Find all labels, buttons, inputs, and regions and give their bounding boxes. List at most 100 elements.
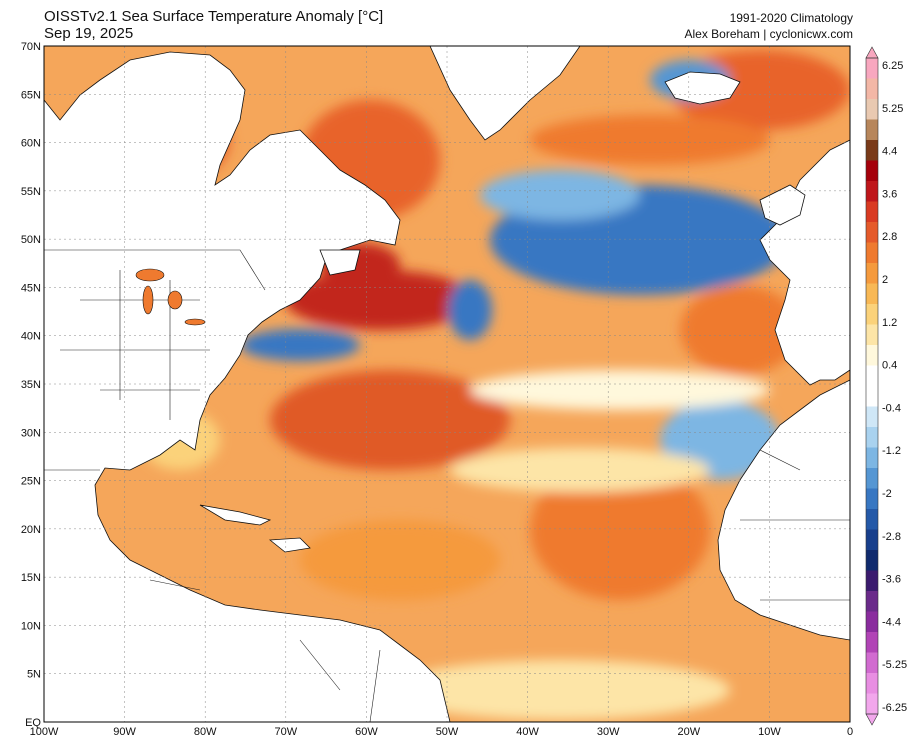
lat-label: 40N bbox=[21, 331, 41, 343]
colorbar-segment bbox=[866, 488, 878, 510]
anomaly-field bbox=[44, 46, 850, 722]
colorbar-label: 2 bbox=[882, 274, 888, 286]
longitude-labels: 100W 90W 80W 70W 60W 50W 40W 30W 20W 10W 0 bbox=[30, 726, 853, 738]
lat-label: 60N bbox=[21, 138, 41, 150]
colorbar-segment bbox=[866, 119, 878, 141]
neutral-band-azores bbox=[470, 370, 770, 410]
europe-landmass bbox=[759, 46, 850, 386]
colorbar-segment bbox=[866, 58, 878, 79]
british-isles bbox=[759, 184, 806, 226]
warm-blob-iberia bbox=[680, 285, 800, 375]
warm-blob-iceland-south bbox=[530, 115, 770, 165]
cool-blob-grand-banks bbox=[448, 280, 492, 340]
colorbar-label: -6.25 bbox=[882, 702, 907, 714]
land-masses bbox=[44, 46, 850, 722]
africa-landmass bbox=[717, 379, 850, 641]
colorbar-label: -3.6 bbox=[882, 574, 901, 586]
lon-label: 10W bbox=[758, 726, 781, 738]
political-borders bbox=[44, 249, 850, 722]
colorbar-label: 2.8 bbox=[882, 231, 897, 243]
mexico-borders bbox=[44, 469, 201, 591]
lat-label: 65N bbox=[21, 89, 41, 101]
latitude-labels: 70N 65N 60N 55N 50N 45N 40N 35N 30N 25N 20N 15N 10N 5… bbox=[21, 41, 42, 729]
colorbar-segment bbox=[866, 652, 878, 674]
colorbar-segment bbox=[866, 345, 878, 366]
colorbar-label: -5.25 bbox=[882, 659, 907, 671]
cool-blob-us-coast bbox=[240, 329, 360, 361]
colorbar-label: -2 bbox=[882, 488, 892, 500]
colorbar-segment bbox=[866, 447, 878, 469]
colorbar-frame bbox=[865, 57, 879, 715]
colorbar-segment bbox=[866, 427, 878, 448]
colorbar-label: -0.4 bbox=[882, 402, 901, 414]
colorbar-label: 4.4 bbox=[882, 146, 897, 158]
colorbar bbox=[865, 46, 879, 726]
lat-label: 45N bbox=[21, 282, 41, 294]
lon-label: 100W bbox=[30, 726, 59, 738]
colorbar-label: -2.8 bbox=[882, 531, 901, 543]
colorbar-segment bbox=[866, 324, 878, 346]
colorbar-label: 0.4 bbox=[882, 360, 897, 372]
cuba bbox=[199, 504, 272, 526]
colorbar-segment bbox=[866, 632, 878, 653]
colorbar-segment bbox=[866, 160, 878, 182]
colorbar-segment bbox=[866, 242, 878, 264]
hispaniola bbox=[268, 537, 311, 553]
warm-blob-caribbean-east bbox=[300, 520, 500, 600]
map-title: OISSTv2.1 Sea Surface Temperature Anomal… bbox=[44, 8, 383, 42]
colorbar-segment bbox=[866, 222, 878, 243]
colorbar-segment bbox=[866, 591, 878, 612]
colorbar-segment bbox=[866, 304, 878, 325]
neutral-band-subtropics bbox=[450, 448, 710, 492]
americas-landmass bbox=[44, 46, 451, 722]
colorbar-segment bbox=[866, 468, 878, 489]
colorbar-segment bbox=[866, 78, 878, 100]
lat-label: 55N bbox=[21, 186, 41, 198]
lake-huron bbox=[167, 290, 183, 310]
south-america-borders bbox=[299, 639, 381, 722]
lon-label: 50W bbox=[436, 726, 459, 738]
iceland bbox=[664, 71, 741, 105]
colorbar-segment bbox=[866, 263, 878, 284]
colorbar-segment bbox=[866, 140, 878, 161]
colorbar-segment bbox=[866, 611, 878, 633]
colorbar-segment bbox=[866, 181, 878, 202]
warm-blob-nw-atlantic bbox=[285, 270, 475, 330]
colorbar-labels: 6.25 5.25 4.4 3.6 2.8 2 1.2 0.4 -0.4 -1.2 -2 -2.8 -3… bbox=[882, 60, 907, 714]
colorbar-label: -1.2 bbox=[882, 445, 901, 457]
lat-label: 35N bbox=[21, 379, 41, 391]
colorbar-segment bbox=[866, 365, 878, 387]
colorbar-segment bbox=[866, 406, 878, 428]
lake-erie bbox=[184, 318, 206, 326]
credit-climatology: 1991-2020 Climatology bbox=[729, 11, 853, 25]
greenland bbox=[429, 46, 581, 141]
lake-michigan bbox=[142, 285, 154, 315]
lake-superior bbox=[135, 268, 165, 282]
colorbar-segment bbox=[866, 509, 878, 530]
lon-label: 0 bbox=[847, 726, 853, 738]
newfoundland bbox=[319, 249, 361, 276]
warm-blob-sargasso bbox=[270, 370, 510, 470]
colorbar-label: 5.25 bbox=[882, 103, 903, 115]
lat-label: 50N bbox=[21, 234, 41, 246]
lat-label: 10N bbox=[21, 620, 41, 632]
lon-label: 70W bbox=[274, 726, 297, 738]
colorbar-segment bbox=[866, 99, 878, 120]
map-credit: 1991-2020 Climatology Alex Boreham | cyc… bbox=[684, 10, 853, 42]
lat-label: 5N bbox=[27, 669, 41, 681]
title-date: Sep 19, 2025 bbox=[44, 25, 134, 42]
lon-label: 20W bbox=[677, 726, 700, 738]
colorbar-segment bbox=[866, 550, 878, 571]
colorbar-min-arrow bbox=[865, 713, 879, 726]
title-line-1: OISSTv2.1 Sea Surface Temperature Anomal… bbox=[44, 8, 384, 25]
lon-label: 60W bbox=[355, 726, 378, 738]
credit-author: Alex Boreham | cyclonicwx.com bbox=[684, 27, 853, 41]
lat-label: EQ bbox=[25, 717, 41, 729]
colorbar-segment bbox=[866, 201, 878, 223]
great-lakes bbox=[135, 268, 206, 326]
lat-label: 25N bbox=[21, 476, 41, 488]
lon-label: 80W bbox=[194, 726, 217, 738]
lat-label: 20N bbox=[21, 524, 41, 536]
colorbar-segment bbox=[866, 283, 878, 305]
